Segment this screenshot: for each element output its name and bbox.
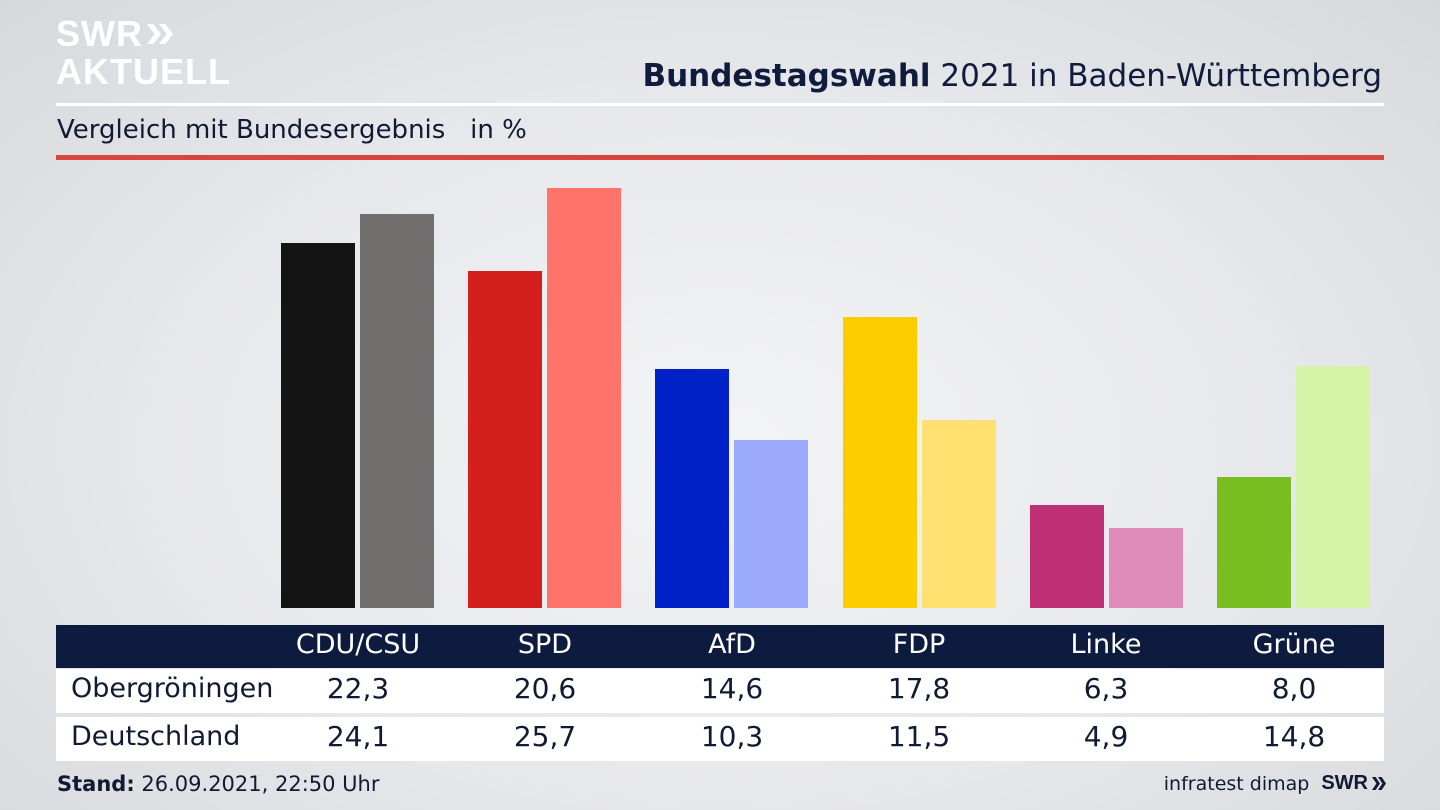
title-rest: 2021 in Baden-Württemberg [930, 58, 1382, 94]
party-label-2: AfD [708, 629, 756, 660]
party-label-0: CDU/CSU [295, 629, 421, 660]
table-row-deutschland [56, 717, 1384, 761]
table-row-obergroeningen [56, 669, 1384, 713]
value-national-0: 24,1 [326, 720, 390, 753]
value-local-3: 17,8 [887, 672, 951, 705]
value-national-4: 4,9 [1083, 720, 1129, 753]
value-national-3: 11,5 [887, 720, 951, 753]
logo-swr: SWR [56, 13, 143, 54]
title-bold: Bundestagswahl [642, 58, 931, 94]
stand-value: 26.09.2021, 22:50 Uhr [134, 772, 380, 796]
logo-chevrons-icon [147, 24, 173, 44]
bar-local-2 [655, 369, 729, 608]
chart-title: Bundestagswahl 2021 in Baden-Württemberg [642, 58, 1382, 94]
title-divider [56, 103, 1384, 106]
value-local-5: 8,0 [1271, 672, 1317, 705]
value-local-4: 6,3 [1083, 672, 1129, 705]
bar-local-1 [468, 271, 542, 608]
bar-local-3 [843, 317, 917, 608]
chart-subtitle: Vergleich mit Bundesergebnis in % [57, 115, 527, 145]
source-credit: infratest dimap SWR [1163, 772, 1386, 795]
bar-national-1 [547, 188, 621, 608]
party-label-3: FDP [892, 629, 946, 660]
source-text: infratest dimap [1163, 772, 1310, 795]
subtitle-divider [56, 155, 1384, 160]
value-national-2: 10,3 [700, 720, 764, 753]
brand-chevrons-icon [1372, 777, 1386, 790]
row-label-deutschland: Deutschland [71, 721, 241, 752]
bar-national-3 [922, 420, 996, 608]
value-local-1: 20,6 [513, 672, 577, 705]
brand-text: SWR [1321, 772, 1368, 794]
bar-national-2 [734, 440, 808, 608]
party-label-1: SPD [517, 629, 573, 660]
party-label-5: Grüne [1252, 629, 1336, 660]
value-local-0: 22,3 [326, 672, 390, 705]
value-national-1: 25,7 [513, 720, 577, 753]
bar-national-5 [1296, 366, 1370, 608]
stand-timestamp: Stand: 26.09.2021, 22:50 Uhr [57, 772, 380, 796]
bar-national-0 [360, 214, 434, 608]
bar-local-5 [1217, 477, 1291, 608]
swr-brand-logo: SWR [1321, 772, 1386, 795]
stand-label: Stand: [57, 772, 135, 796]
bar-national-4 [1109, 528, 1183, 608]
row-label-obergroeningen: Obergröningen [71, 673, 274, 704]
logo-aktuell: AKTUELL [56, 51, 231, 92]
value-local-2: 14,6 [700, 672, 764, 705]
bar-local-4 [1030, 505, 1104, 608]
party-header-band [56, 625, 1384, 668]
bar-local-0 [281, 243, 355, 608]
party-label-4: Linke [1070, 629, 1142, 660]
swr-aktuell-logo: SWR AKTUELL [56, 16, 231, 90]
value-national-5: 14,8 [1262, 720, 1326, 753]
